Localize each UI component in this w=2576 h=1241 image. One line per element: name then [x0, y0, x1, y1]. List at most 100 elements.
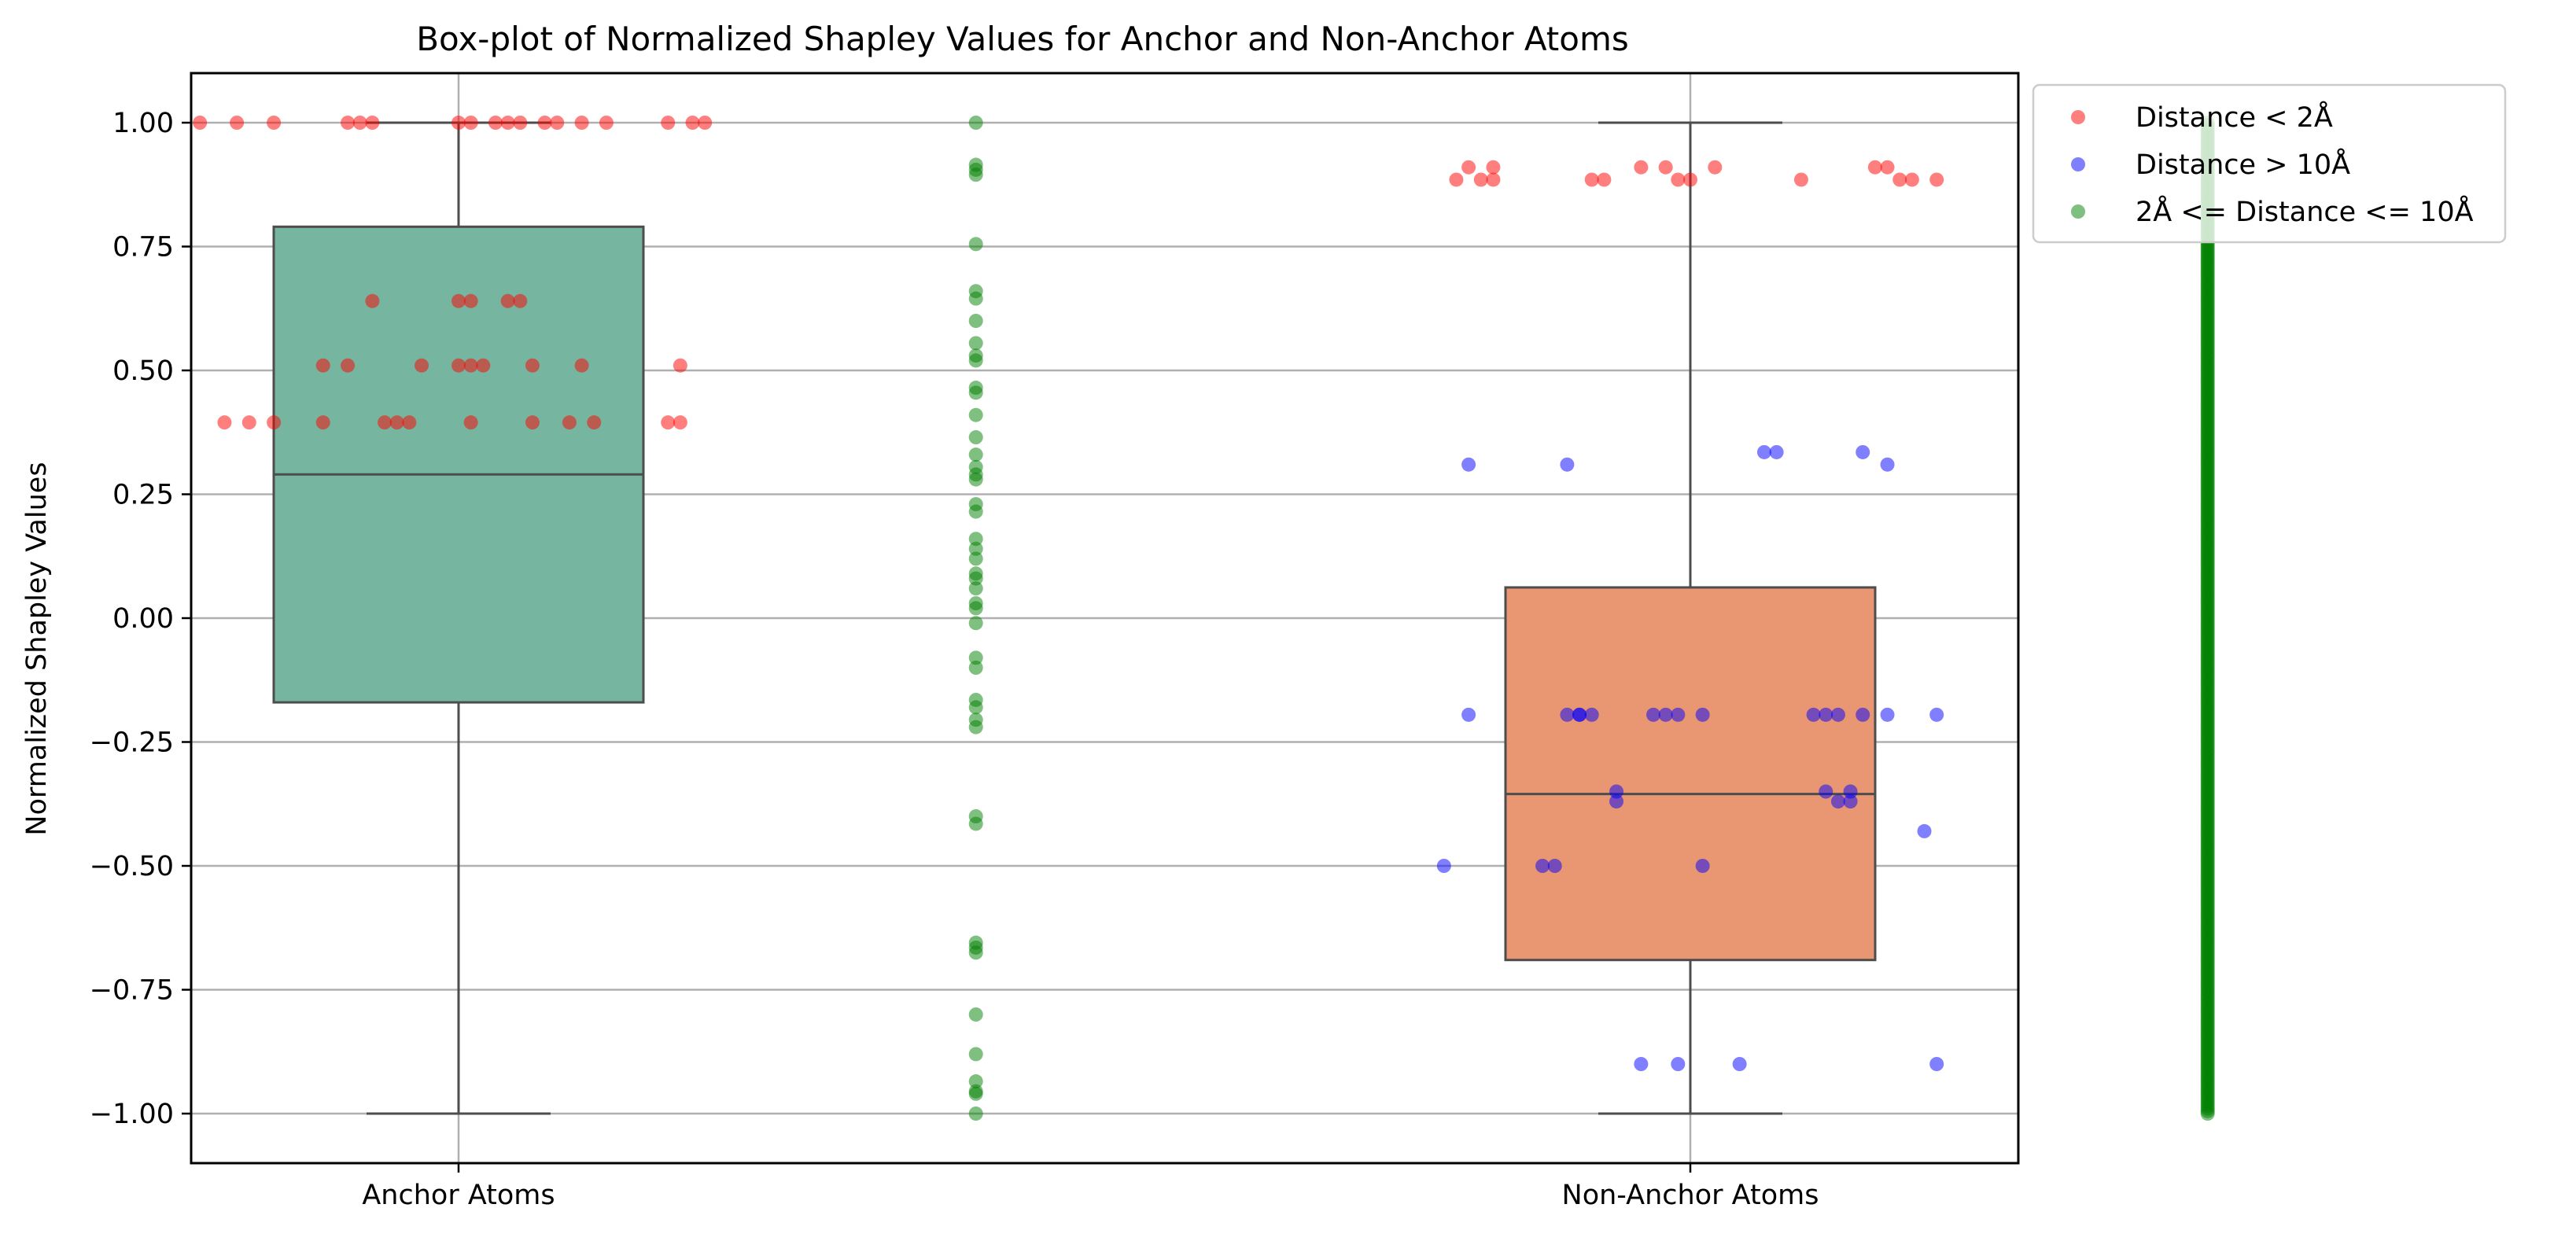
data-point [1806, 707, 1821, 722]
data-point [968, 385, 983, 400]
data-point [1560, 707, 1575, 722]
data-point [1819, 784, 1833, 799]
data-point [1449, 172, 1464, 187]
data-point [685, 116, 700, 130]
axes: 1.00 0.75 0.50 0.25 0.00 −0.25 −0.50 −0.75 −1.00… [90, 72, 2020, 1211]
data-point [365, 293, 380, 308]
data-point [968, 407, 983, 422]
y-tick-label: −0.25 [90, 727, 174, 759]
y-axis-label: Normalized Shapley Values [21, 462, 53, 835]
data-point [968, 1074, 983, 1089]
data-point [1830, 794, 1845, 809]
data-point [968, 532, 983, 547]
data-point [1671, 172, 1686, 187]
data-point [968, 336, 983, 351]
data-point [968, 541, 983, 556]
data-point [968, 616, 983, 631]
series-1 [1436, 444, 1944, 1071]
data-point [968, 571, 983, 586]
data-point [1830, 707, 1845, 722]
data-point [599, 116, 614, 130]
data-point [1572, 707, 1587, 722]
data-point [463, 415, 478, 430]
data-point [1634, 160, 1649, 175]
data-point [1917, 823, 1932, 838]
data-point [1584, 172, 1599, 187]
y-tick-label: 1.00 [112, 108, 174, 139]
data-point [968, 314, 983, 328]
y-tick-label: −0.50 [90, 851, 174, 882]
y-tick-label: 0.75 [112, 232, 174, 263]
data-point [1732, 1057, 1747, 1071]
data-point [1843, 794, 1858, 809]
data-point [1695, 859, 1710, 873]
data-point [968, 551, 983, 566]
data-point [525, 415, 540, 430]
data-point [1658, 160, 1673, 175]
data-point [1658, 707, 1673, 722]
data-point [1597, 172, 1612, 187]
data-point [1671, 707, 1686, 722]
data-point [267, 116, 282, 130]
data-point [1843, 784, 1858, 799]
data-point [1486, 160, 1501, 175]
data-point [341, 358, 356, 373]
data-point [193, 116, 208, 130]
series-0 [193, 116, 1944, 430]
data-point [1892, 172, 1907, 187]
data-point [968, 1086, 983, 1101]
data-point [1584, 707, 1599, 722]
x-tick-label: Non-Anchor Atoms [1562, 1180, 1819, 1211]
data-point [378, 415, 392, 430]
data-point [476, 358, 491, 373]
data-point [1547, 859, 1562, 873]
data-point [1560, 457, 1575, 472]
y-tick-label: 0.50 [112, 355, 174, 387]
y-tick-label: 0.00 [112, 603, 174, 635]
data-point [1461, 707, 1476, 722]
data-point [352, 116, 367, 130]
data-point [451, 293, 466, 308]
data-point [389, 415, 404, 430]
data-point [574, 358, 589, 373]
data-point [968, 353, 983, 368]
box-anchor [272, 121, 645, 1115]
data-point [968, 720, 983, 735]
data-point [968, 661, 983, 675]
data-point [1646, 707, 1661, 722]
data-point [537, 116, 552, 130]
data-point [968, 1107, 983, 1121]
data-point [1461, 160, 1476, 175]
data-point [415, 358, 429, 373]
data-point [463, 293, 478, 308]
data-point [968, 581, 983, 596]
data-point [267, 415, 282, 430]
data-point [1695, 707, 1710, 722]
legend-entry: Distance > 10Å [2136, 147, 2350, 181]
data-point [587, 415, 602, 430]
data-point [968, 237, 983, 252]
data-point [562, 415, 577, 430]
data-point [1473, 172, 1488, 187]
data-point [1769, 444, 1784, 459]
data-point [698, 116, 713, 130]
data-point [488, 116, 503, 130]
data-point [1856, 707, 1870, 722]
x-tick-label: Anchor Atoms [362, 1180, 555, 1211]
data-point [1856, 444, 1870, 459]
data-point [1756, 444, 1771, 459]
data-point [968, 601, 983, 616]
data-point [525, 358, 540, 373]
chart-title: Box-plot of Normalized Shapley Values fo… [416, 20, 1629, 58]
legend-entry: Distance < 2Å [2136, 100, 2333, 134]
scatter-points [193, 116, 2215, 1121]
data-point [968, 700, 983, 715]
data-point [451, 116, 466, 130]
data-point [968, 472, 983, 487]
data-point [1461, 457, 1476, 472]
data-point [1535, 859, 1550, 873]
data-point [968, 945, 983, 960]
data-point [463, 358, 478, 373]
y-tick-label: −1.00 [90, 1099, 174, 1130]
